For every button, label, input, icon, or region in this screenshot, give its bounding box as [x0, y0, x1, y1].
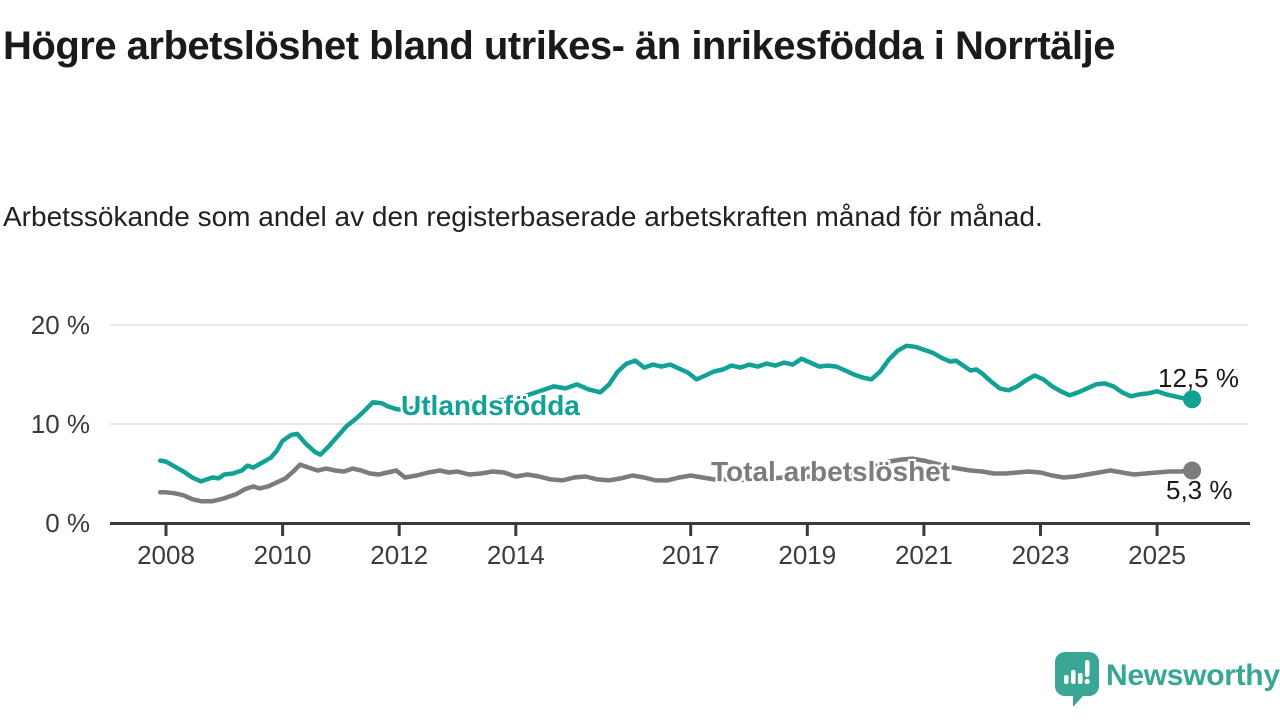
newsworthy-logo: Newsworthy: [1053, 650, 1280, 710]
newsworthy-icon: [1055, 652, 1099, 707]
newsworthy-wordmark: Newsworthy: [1106, 659, 1280, 692]
x-tick-label: 2012: [370, 540, 429, 570]
x-tick-label: 2019: [778, 540, 837, 570]
y-tick-label: 0 %: [45, 508, 90, 538]
x-tick-label: 2023: [1011, 540, 1070, 570]
x-tick-label: 2025: [1128, 540, 1187, 570]
end-value-label-utlandsfodda: 12,5 %: [1158, 363, 1239, 393]
series-label-total-arbetsloshet: Total arbetslöshet: [711, 456, 951, 487]
page-title: Högre arbetslöshet bland utrikes- än inr…: [3, 24, 1115, 68]
x-tick-label: 2008: [137, 540, 195, 570]
x-tick-label: 2010: [253, 540, 312, 570]
y-tick-label: 20 %: [30, 310, 90, 340]
x-tick-label: 2017: [661, 540, 720, 570]
x-tick-label: 2021: [894, 540, 953, 570]
end-value-label-total-arbetsloshet: 5,3 %: [1166, 475, 1233, 505]
series-label-utlandsfodda: Utlandsfödda: [401, 390, 580, 421]
y-tick-label: 10 %: [30, 409, 90, 439]
x-tick-label: 2014: [486, 540, 545, 570]
page-subtitle: Arbetssökande som andel av den registerb…: [3, 201, 1043, 232]
